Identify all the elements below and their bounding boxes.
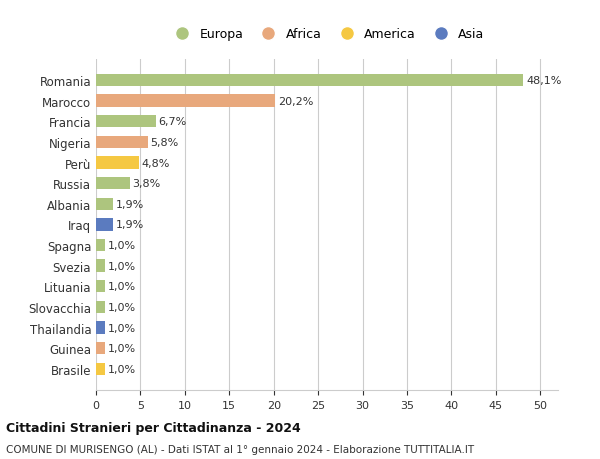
Text: 20,2%: 20,2% [278,96,314,106]
Bar [96,363,105,375]
Text: 5,8%: 5,8% [150,138,178,148]
Text: 1,9%: 1,9% [116,199,144,209]
Bar [96,116,155,128]
Text: Cittadini Stranieri per Cittadinanza - 2024: Cittadini Stranieri per Cittadinanza - 2… [6,421,301,434]
Text: 48,1%: 48,1% [526,76,562,86]
Legend: Europa, Africa, America, Asia: Europa, Africa, America, Asia [164,23,490,46]
Bar [96,178,130,190]
Text: 1,0%: 1,0% [107,241,136,251]
Bar [96,322,105,334]
Bar [96,260,105,272]
Text: 6,7%: 6,7% [158,117,187,127]
Text: COMUNE DI MURISENGO (AL) - Dati ISTAT al 1° gennaio 2024 - Elaborazione TUTTITAL: COMUNE DI MURISENGO (AL) - Dati ISTAT al… [6,444,474,454]
Bar [96,342,105,354]
Text: 3,8%: 3,8% [133,179,161,189]
Text: 4,8%: 4,8% [142,158,170,168]
Bar [96,198,113,211]
Text: 1,0%: 1,0% [107,343,136,353]
Text: 1,9%: 1,9% [116,220,144,230]
Text: 1,0%: 1,0% [107,261,136,271]
Bar [96,75,523,87]
Bar [96,280,105,293]
Bar [96,136,148,149]
Text: 1,0%: 1,0% [107,364,136,374]
Bar [96,95,275,107]
Text: 1,0%: 1,0% [107,302,136,312]
Bar [96,219,113,231]
Bar [96,301,105,313]
Bar [96,157,139,169]
Text: 1,0%: 1,0% [107,282,136,291]
Bar [96,239,105,252]
Text: 1,0%: 1,0% [107,323,136,333]
